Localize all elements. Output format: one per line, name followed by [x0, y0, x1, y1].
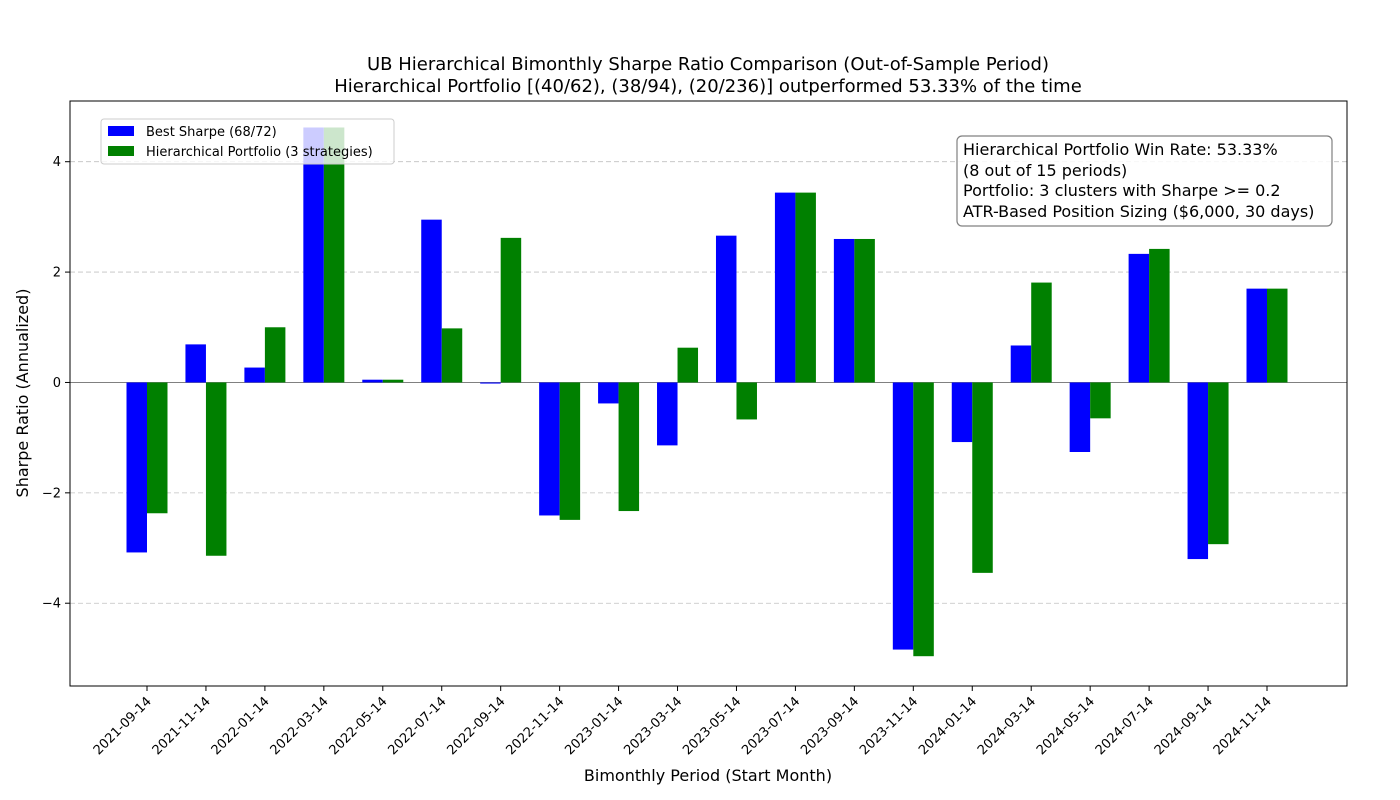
x-tick-label: 2021-11-14	[150, 694, 214, 758]
bar-best-sharpe	[892, 382, 914, 650]
bar-best-sharpe	[421, 219, 442, 383]
annotation-line-periods: (8 out of 15 periods)	[963, 161, 1127, 180]
x-tick-label: 2023-11-14	[857, 694, 921, 758]
bar-best-sharpe	[1010, 345, 1032, 383]
y-tick-label: −4	[42, 597, 61, 612]
win-rate-annotation: Hierarchical Portfolio Win Rate: 53.33% …	[956, 135, 1333, 227]
bar-best-sharpe	[539, 382, 560, 516]
bar-hierarchical-portfolio	[382, 379, 404, 383]
legend-label-best-sharpe: Best Sharpe (68/72)	[146, 125, 277, 140]
x-tick-label: 2022-11-14	[503, 694, 567, 758]
bar-hierarchical-portfolio	[147, 382, 168, 514]
x-tick-label: 2023-07-14	[739, 694, 803, 758]
x-tick-label: 2023-09-14	[798, 694, 862, 758]
legend-swatch-best-sharpe	[108, 126, 134, 136]
bar-hierarchical-portfolio	[1031, 282, 1052, 383]
x-axis-label: Bimonthly Period (Start Month)	[584, 766, 832, 785]
annotation-line-position-sizing: ATR-Based Position Sizing ($6,000, 30 da…	[963, 202, 1314, 221]
plot-area-frame	[69, 100, 1348, 687]
y-tick-label: −2	[42, 486, 61, 501]
chart-title: UB Hierarchical Bimonthly Sharpe Ratio C…	[367, 54, 1049, 75]
bar-hierarchical-portfolio	[795, 192, 816, 383]
bar-hierarchical-portfolio	[264, 327, 286, 383]
y-tick-label: 0	[53, 376, 61, 391]
x-tick-label: 2023-05-14	[680, 694, 744, 758]
bar-best-sharpe	[833, 238, 855, 383]
bar-hierarchical-portfolio	[323, 127, 345, 383]
bar-hierarchical-portfolio	[1208, 382, 1229, 545]
annotation-box	[956, 135, 1333, 227]
bar-best-sharpe	[1187, 382, 1209, 560]
bar-best-sharpe	[244, 367, 265, 383]
bar-best-sharpe	[185, 344, 206, 383]
bar-hierarchical-portfolio	[559, 382, 581, 520]
x-tick-label: 2024-05-14	[1034, 694, 1098, 758]
bar-best-sharpe	[715, 235, 737, 383]
y-tick-label: 4	[53, 155, 61, 170]
y-tick-label: 2	[53, 266, 61, 281]
bar-hierarchical-portfolio	[1090, 382, 1111, 419]
legend: Best Sharpe (68/72) Hierarchical Portfol…	[100, 118, 395, 165]
bar-hierarchical-portfolio	[854, 238, 875, 383]
legend-box	[100, 118, 395, 165]
x-tick-label: 2024-09-14	[1152, 694, 1216, 758]
x-tick-label: 2022-05-14	[327, 694, 391, 758]
bar-best-sharpe	[657, 382, 678, 446]
x-tick-label: 2022-07-14	[386, 694, 450, 758]
annotation-line-win-rate: Hierarchical Portfolio Win Rate: 53.33%	[963, 140, 1278, 159]
bar-hierarchical-portfolio	[913, 382, 934, 657]
x-tick-label: 2024-01-14	[916, 694, 980, 758]
bar-best-sharpe	[1246, 288, 1267, 383]
bar-hierarchical-portfolio	[972, 382, 993, 573]
x-tick-label: 2024-07-14	[1093, 694, 1157, 758]
bar-hierarchical-portfolio	[736, 382, 757, 420]
x-tick-label: 2022-03-14	[268, 694, 332, 758]
bar-hierarchical-portfolio	[1267, 288, 1288, 383]
y-axis-ticks: −4 −2 0 2 4	[42, 155, 70, 612]
bar-hierarchical-portfolio	[618, 382, 640, 512]
bar-best-sharpe	[951, 382, 973, 443]
x-axis-ticks: 2021-09-142021-11-142022-01-142022-03-14…	[91, 686, 1275, 758]
bar-hierarchical-portfolio	[500, 237, 522, 383]
bar-best-sharpe	[480, 382, 501, 384]
chart-subtitle: Hierarchical Portfolio [(40/62), (38/94)…	[334, 76, 1082, 97]
bar-hierarchical-portfolio	[205, 382, 227, 556]
x-tick-label: 2022-09-14	[444, 694, 508, 758]
x-tick-label: 2023-01-14	[562, 694, 626, 758]
bar-best-sharpe	[1128, 253, 1150, 383]
bar-hierarchical-portfolio	[441, 328, 463, 383]
bar-best-sharpe	[362, 379, 383, 383]
bar-best-sharpe	[598, 382, 619, 404]
bar-best-sharpe	[1069, 382, 1091, 452]
x-tick-label: 2022-01-14	[209, 694, 273, 758]
x-tick-label: 2023-03-14	[621, 694, 685, 758]
bar-hierarchical-portfolio	[677, 347, 699, 383]
x-tick-label: 2024-11-14	[1211, 694, 1275, 758]
bar-hierarchical-portfolio	[1149, 248, 1170, 383]
y-axis-label: Sharpe Ratio (Annualized)	[13, 289, 32, 498]
x-tick-label: 2024-03-14	[975, 694, 1039, 758]
bars	[126, 127, 1288, 657]
bar-best-sharpe	[774, 192, 796, 383]
bar-best-sharpe	[126, 382, 147, 553]
annotation-line-portfolio: Portfolio: 3 clusters with Sharpe >= 0.2	[963, 181, 1281, 200]
x-tick-label: 2021-09-14	[91, 694, 155, 758]
legend-swatch-hierarchical	[108, 146, 134, 156]
bar-best-sharpe	[303, 127, 324, 383]
legend-label-hierarchical: Hierarchical Portfolio (3 strategies)	[146, 145, 373, 160]
